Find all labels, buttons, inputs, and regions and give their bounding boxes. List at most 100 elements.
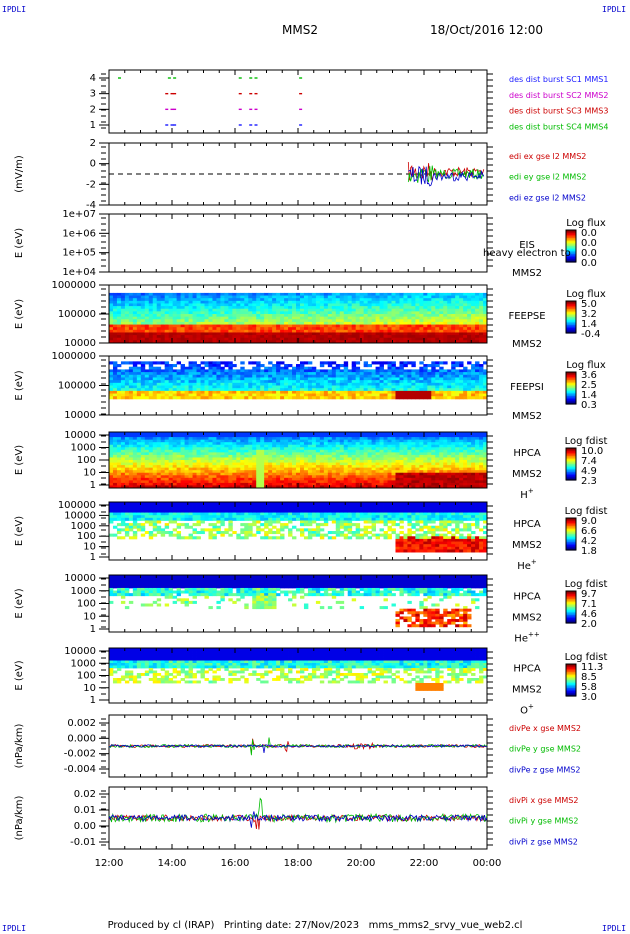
heatmap-cell	[236, 380, 241, 384]
heatmap-cell	[427, 374, 432, 378]
heatmap-cell	[120, 449, 126, 453]
heatmap-cell	[292, 366, 297, 370]
heatmap-cell	[272, 396, 277, 400]
heatmap-cell	[315, 340, 321, 344]
heatmap-cell	[204, 432, 209, 435]
heatmap-cell	[228, 364, 233, 368]
heatmap-cell	[132, 480, 138, 484]
heatmap-cell	[276, 452, 281, 456]
heatmap-cell	[355, 308, 361, 312]
heatmap-cell	[240, 452, 245, 456]
heatmap-cell	[427, 314, 432, 318]
heatmap-cell	[431, 364, 436, 368]
heatmap-cell	[109, 447, 114, 451]
heatmap-cell	[455, 314, 460, 318]
heatmap-cell	[427, 327, 432, 331]
heatmap-cell	[343, 319, 349, 323]
heatmap-cell	[447, 295, 452, 299]
colorbar-tick-label: 1.4	[581, 319, 597, 330]
heatmap-cell	[299, 485, 305, 489]
heatmap-cell	[276, 470, 281, 474]
heatmap-cell	[367, 452, 373, 456]
heatmap-cell	[315, 316, 321, 320]
heatmap-cell	[172, 465, 178, 469]
heatmap-cell	[296, 364, 301, 368]
heatmap-cell	[343, 457, 349, 461]
heatmap-cell	[136, 472, 142, 476]
heatmap-cell	[176, 393, 182, 397]
heatmap-cell	[319, 364, 325, 368]
heatmap-cell	[351, 300, 357, 304]
heatmap-cell	[443, 369, 448, 373]
heatmap-cell	[335, 308, 341, 312]
heatmap-cell	[343, 485, 349, 489]
heatmap-cell	[288, 380, 293, 384]
heatmap-cell	[184, 475, 189, 479]
heatmap-cell	[463, 377, 468, 381]
heatmap-cell	[156, 316, 162, 320]
heatmap-cell	[260, 364, 265, 368]
heatmap-cell	[268, 439, 273, 443]
heatmap-cell	[144, 472, 150, 476]
heatmap-cell	[375, 372, 380, 376]
heatmap-cell	[299, 465, 305, 469]
heatmap-cell	[216, 298, 221, 302]
heatmap-cell	[439, 361, 444, 365]
heatmap-cell	[395, 380, 400, 384]
heatmap-cell	[124, 442, 130, 446]
heatmap-cell	[196, 382, 201, 386]
heatmap-cell	[128, 369, 134, 373]
heatmap-cell	[379, 335, 384, 339]
heatmap-cell	[475, 361, 480, 365]
heatmap-cell	[323, 439, 329, 443]
heatmap-cell	[427, 321, 432, 325]
heatmap-cell	[443, 314, 448, 318]
heatmap-cell	[483, 372, 488, 376]
heatmap-cell	[156, 377, 162, 381]
heatmap-cell	[112, 300, 118, 304]
heatmap-cell	[391, 337, 396, 341]
heatmap-cell	[387, 393, 392, 397]
heatmap-cell	[276, 319, 281, 323]
heatmap-cell	[451, 316, 456, 320]
heatmap-cell	[399, 385, 404, 389]
heatmap-cell	[180, 434, 185, 438]
heatmap-cell	[455, 388, 460, 392]
heatmap-cell	[315, 311, 321, 315]
heatmap-cell	[272, 480, 277, 484]
heatmap-cell	[168, 324, 174, 328]
heatmap-cell	[148, 321, 154, 325]
heatmap-cell	[323, 303, 329, 307]
heatmap-cell	[311, 380, 317, 384]
heatmap-cell	[200, 393, 205, 397]
instrument-label: FEEPSE	[508, 311, 545, 322]
heatmap-cell	[188, 337, 193, 341]
heatmap-cell	[391, 314, 396, 318]
heatmap-cell	[319, 327, 325, 331]
heatmap-cell	[228, 477, 233, 481]
heatmap-cell	[268, 298, 273, 302]
heatmap-cell	[120, 337, 126, 341]
heatmap-cell	[347, 332, 353, 336]
heatmap-cell	[435, 332, 440, 336]
heatmap-cell	[268, 321, 273, 325]
heatmap-cell	[280, 374, 285, 378]
colorbar-cell	[566, 234, 576, 237]
heatmap-cell	[216, 314, 221, 318]
heatmap-cell	[240, 321, 245, 325]
heatmap-cell	[479, 388, 484, 392]
heatmap-cell	[180, 300, 185, 304]
heatmap-cell	[228, 332, 233, 336]
heatmap-cell	[160, 372, 166, 376]
heatmap-cell	[280, 380, 285, 384]
heatmap-cell	[140, 311, 146, 315]
heatmap-cell	[292, 329, 297, 333]
heatmap-cell	[479, 329, 484, 333]
heatmap-cell	[280, 303, 285, 307]
heatmap-cell	[236, 335, 241, 339]
heatmap-cell	[156, 380, 162, 384]
heatmap-cell	[160, 388, 166, 392]
heatmap-cell	[351, 437, 357, 441]
heatmap-cell	[216, 393, 221, 397]
heatmap-cell	[299, 460, 305, 463]
